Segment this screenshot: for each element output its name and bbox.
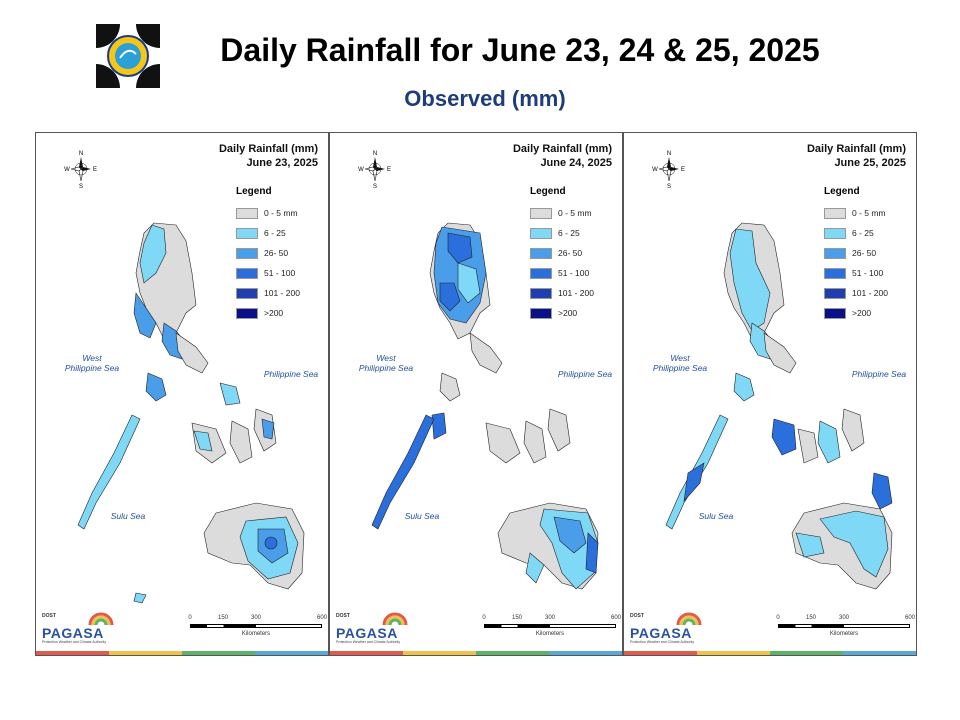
scale-bar: 0 150 300 600 Kilometers (776, 615, 916, 637)
panel-title: Daily Rainfall (mm) June 25, 2025 (766, 142, 906, 170)
legend-item: 101 - 200 (236, 285, 328, 301)
panel-title: Daily Rainfall (mm) June 24, 2025 (472, 142, 612, 170)
legend-swatch (824, 287, 846, 299)
legend-swatch (530, 207, 552, 219)
legend-item: 6 - 25 (824, 225, 916, 241)
svg-text:W: W (64, 167, 70, 173)
sea-label-sulu: Sulu Sea (404, 511, 440, 521)
map-panel-june-25: Daily Rainfall (mm) June 25, 2025 Legend… (623, 132, 917, 656)
panel-title: Daily Rainfall (mm) June 23, 2025 (178, 142, 318, 170)
svg-text:N: N (373, 151, 377, 157)
legend-item: 51 - 100 (530, 265, 622, 281)
legend-heading: Legend (236, 186, 272, 197)
legend-item: 6 - 25 (530, 225, 622, 241)
legend-swatch (236, 247, 258, 259)
legend-item: 0 - 5 mm (824, 205, 916, 221)
legend-item: 6 - 25 (236, 225, 328, 241)
legend-swatch (824, 307, 846, 319)
svg-text:W: W (652, 167, 658, 173)
svg-text:S: S (667, 184, 671, 189)
sea-label-west-philippine: West Philippine Sea (64, 353, 120, 373)
compass-rose-icon: N S W E (652, 151, 685, 189)
pagasa-brand-logo: DOST PAGASA Protection Weather and Clima… (40, 609, 120, 645)
philippines-rainfall-map (665, 222, 893, 590)
pagasa-brand-logo: DOST PAGASA Protection Weather and Clima… (628, 609, 708, 645)
sea-label-philippine: Philippine Sea (557, 369, 613, 379)
color-stripe (330, 651, 622, 655)
svg-text:E: E (387, 167, 391, 173)
legend-swatch (824, 247, 846, 259)
legend-swatch (530, 287, 552, 299)
legend-item: >200 (236, 305, 328, 321)
legend-item: 101 - 200 (530, 285, 622, 301)
legend-swatch (236, 267, 258, 279)
legend-swatch (824, 267, 846, 279)
compass-rose-icon: N S W E (358, 151, 391, 189)
pagasa-brand-logo: DOST PAGASA Protection Weather and Clima… (334, 609, 414, 645)
svg-text:N: N (667, 151, 671, 157)
panel-date: June 23, 2025 (246, 157, 318, 169)
legend-item: 51 - 100 (236, 265, 328, 281)
sea-label-sulu: Sulu Sea (698, 511, 734, 521)
page-title: Daily Rainfall for June 23, 24 & 25, 202… (220, 32, 820, 68)
svg-text:W: W (358, 167, 364, 173)
legend-swatch (236, 207, 258, 219)
legend-item: 51 - 100 (824, 265, 916, 281)
philippines-rainfall-map (77, 222, 305, 604)
legend-item: 26- 50 (236, 245, 328, 261)
legend-item: 0 - 5 mm (236, 205, 328, 221)
sea-label-west-philippine: West Philippine Sea (652, 353, 708, 373)
sea-label-philippine: Philippine Sea (263, 369, 319, 379)
legend-swatch (236, 287, 258, 299)
sea-label-west-philippine: West Philippine Sea (358, 353, 414, 373)
color-stripe (624, 651, 916, 655)
philippines-rainfall-map (371, 222, 599, 590)
legend-item: 26- 50 (530, 245, 622, 261)
legend-swatch (530, 247, 552, 259)
svg-text:E: E (93, 167, 97, 173)
legend-item: 26- 50 (824, 245, 916, 261)
map-panel-june-23: Daily Rainfall (mm) June 23, 2025 Legend… (35, 132, 329, 656)
legend-swatch (530, 307, 552, 319)
pagasa-seal-logo (96, 24, 160, 88)
legend: Legend 0 - 5 mm 6 - 25 26- 50 51 - 100 1… (824, 186, 916, 325)
legend-heading: Legend (530, 186, 566, 197)
page-subtitle: Observed (mm) (404, 86, 566, 111)
legend-item: >200 (824, 305, 916, 321)
map-panel-june-24: Daily Rainfall (mm) June 24, 2025 Legend… (329, 132, 623, 656)
svg-text:S: S (79, 184, 83, 189)
legend-heading: Legend (824, 186, 860, 197)
sea-label-philippine: Philippine Sea (851, 369, 907, 379)
scale-bar: 0 150 300 600 Kilometers (482, 615, 622, 637)
scale-bar: 0 150 300 600 Kilometers (188, 615, 328, 637)
legend-swatch (236, 307, 258, 319)
legend-item: 0 - 5 mm (530, 205, 622, 221)
legend-swatch (530, 227, 552, 239)
legend-item: 101 - 200 (824, 285, 916, 301)
compass-rose-icon: N S W E (64, 151, 97, 189)
svg-text:S: S (373, 184, 377, 189)
panel-date: June 25, 2025 (834, 157, 906, 169)
color-stripe (36, 651, 328, 655)
legend-item: >200 (530, 305, 622, 321)
legend-swatch (530, 267, 552, 279)
svg-text:E: E (681, 167, 685, 173)
svg-text:N: N (79, 151, 83, 157)
panel-date: June 24, 2025 (540, 157, 612, 169)
legend: Legend 0 - 5 mm 6 - 25 26- 50 51 - 100 1… (530, 186, 622, 325)
sea-label-sulu: Sulu Sea (110, 511, 146, 521)
legend-swatch (824, 207, 846, 219)
legend-swatch (236, 227, 258, 239)
legend-swatch (824, 227, 846, 239)
legend: Legend 0 - 5 mm 6 - 25 26- 50 51 - 100 1… (236, 186, 328, 325)
